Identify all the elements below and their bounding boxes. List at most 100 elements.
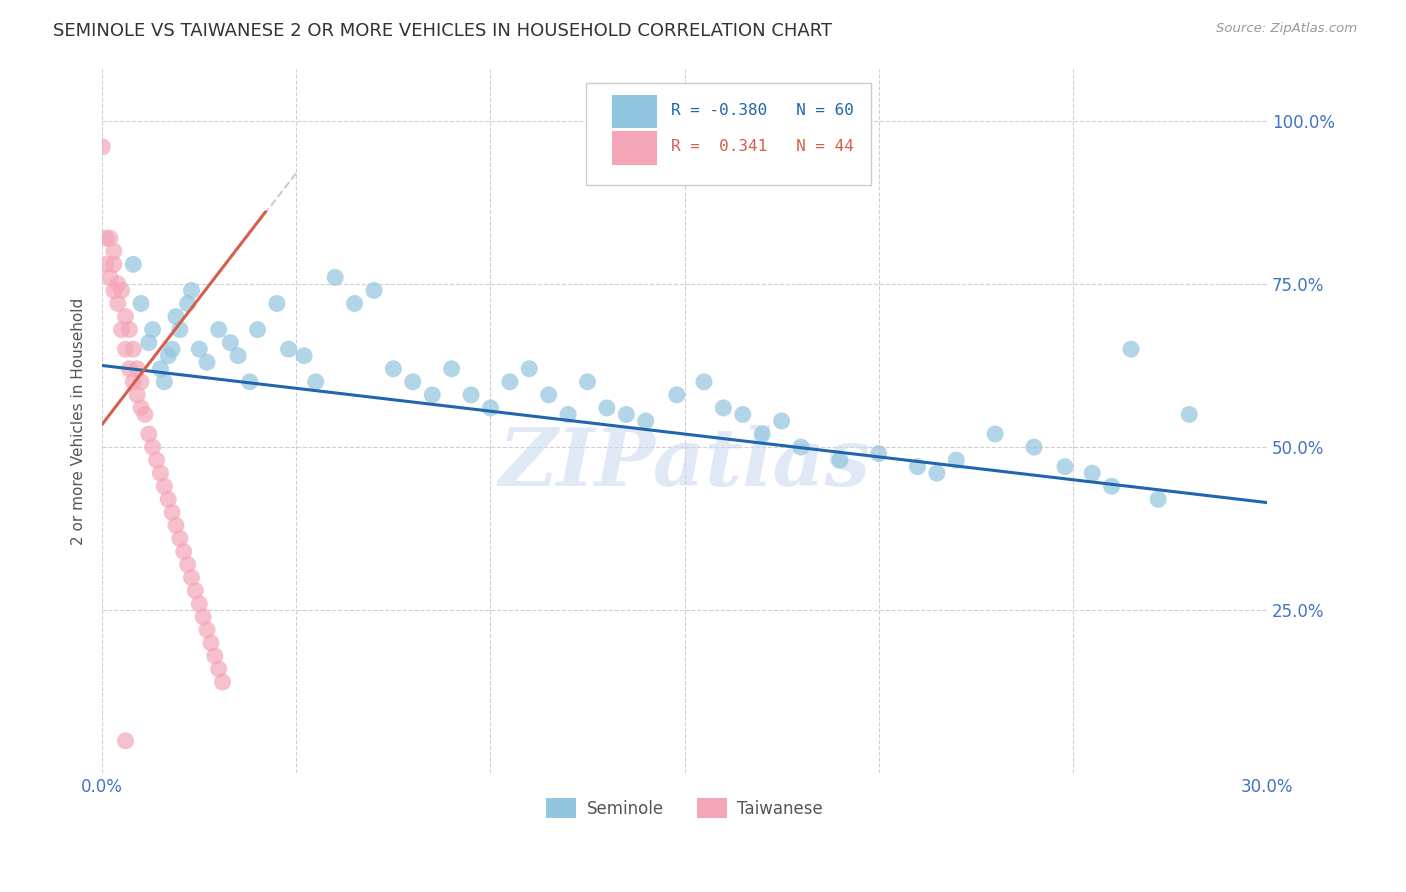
- Point: [208, 323, 231, 337]
- Point: [184, 583, 207, 598]
- Point: [138, 427, 160, 442]
- Point: [114, 310, 136, 324]
- Point: [731, 408, 754, 422]
- Text: ZIPatlas: ZIPatlas: [499, 425, 870, 502]
- Point: [292, 349, 315, 363]
- Point: [153, 375, 176, 389]
- Point: [129, 375, 152, 389]
- Point: [107, 277, 129, 291]
- Point: [176, 296, 198, 310]
- Point: [1081, 466, 1104, 480]
- Point: [828, 453, 851, 467]
- Point: [576, 375, 599, 389]
- Point: [479, 401, 502, 415]
- Point: [176, 558, 198, 572]
- Point: [517, 361, 540, 376]
- Point: [323, 270, 346, 285]
- Point: [103, 257, 125, 271]
- Point: [111, 284, 134, 298]
- Point: [363, 284, 385, 298]
- Point: [180, 284, 202, 298]
- Point: [204, 648, 226, 663]
- Point: [665, 388, 688, 402]
- Point: [868, 447, 890, 461]
- Point: [118, 361, 141, 376]
- Point: [111, 323, 134, 337]
- Point: [94, 257, 117, 271]
- Point: [460, 388, 482, 402]
- Point: [305, 375, 328, 389]
- Point: [907, 459, 929, 474]
- Point: [984, 427, 1007, 442]
- Point: [1101, 479, 1123, 493]
- Point: [1178, 408, 1201, 422]
- Point: [142, 440, 165, 454]
- Point: [195, 355, 218, 369]
- Point: [277, 342, 299, 356]
- Point: [239, 375, 262, 389]
- Text: Source: ZipAtlas.com: Source: ZipAtlas.com: [1216, 22, 1357, 36]
- Point: [165, 310, 187, 324]
- Point: [382, 361, 405, 376]
- Point: [219, 335, 242, 350]
- Point: [118, 323, 141, 337]
- Point: [440, 361, 463, 376]
- Point: [157, 349, 180, 363]
- Point: [499, 375, 522, 389]
- Point: [91, 140, 114, 154]
- FancyBboxPatch shape: [613, 95, 657, 128]
- Point: [160, 505, 183, 519]
- Point: [945, 453, 967, 467]
- Point: [134, 408, 156, 422]
- Point: [343, 296, 366, 310]
- Point: [188, 597, 211, 611]
- Point: [226, 349, 249, 363]
- Point: [169, 532, 191, 546]
- Point: [693, 375, 716, 389]
- Point: [1119, 342, 1142, 356]
- Point: [160, 342, 183, 356]
- Point: [157, 492, 180, 507]
- Text: R =  0.341   N = 44: R = 0.341 N = 44: [671, 139, 853, 154]
- Point: [103, 244, 125, 259]
- Point: [138, 335, 160, 350]
- Point: [98, 270, 121, 285]
- Point: [169, 323, 191, 337]
- Point: [246, 323, 269, 337]
- Point: [790, 440, 813, 454]
- Point: [596, 401, 619, 415]
- Point: [103, 284, 125, 298]
- Point: [557, 408, 579, 422]
- Point: [114, 342, 136, 356]
- Point: [129, 401, 152, 415]
- Point: [925, 466, 948, 480]
- Legend: Seminole, Taiwanese: Seminole, Taiwanese: [540, 791, 830, 825]
- Point: [107, 296, 129, 310]
- Point: [1053, 459, 1076, 474]
- FancyBboxPatch shape: [585, 83, 870, 185]
- Point: [122, 342, 145, 356]
- Point: [114, 733, 136, 747]
- Point: [165, 518, 187, 533]
- Point: [122, 257, 145, 271]
- Point: [634, 414, 657, 428]
- Point: [211, 675, 233, 690]
- Point: [537, 388, 560, 402]
- Point: [129, 296, 152, 310]
- Y-axis label: 2 or more Vehicles in Household: 2 or more Vehicles in Household: [72, 297, 86, 545]
- Point: [188, 342, 211, 356]
- Point: [191, 609, 214, 624]
- Point: [180, 571, 202, 585]
- Point: [153, 479, 176, 493]
- Text: SEMINOLE VS TAIWANESE 2 OR MORE VEHICLES IN HOUSEHOLD CORRELATION CHART: SEMINOLE VS TAIWANESE 2 OR MORE VEHICLES…: [53, 22, 832, 40]
- Point: [195, 623, 218, 637]
- Point: [98, 231, 121, 245]
- Point: [149, 466, 172, 480]
- Point: [127, 361, 149, 376]
- Point: [200, 636, 222, 650]
- Point: [94, 231, 117, 245]
- Point: [208, 662, 231, 676]
- Point: [266, 296, 288, 310]
- Point: [402, 375, 425, 389]
- Text: R = -0.380   N = 60: R = -0.380 N = 60: [671, 103, 853, 118]
